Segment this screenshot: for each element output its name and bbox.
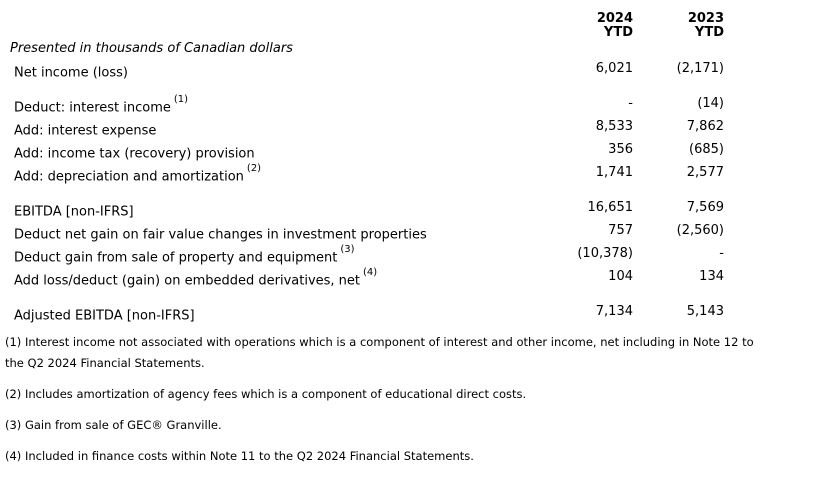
column-year: 2023	[687, 11, 724, 26]
footnote-4: (4) Included in finance costs within Not…	[5, 446, 833, 467]
value-2023: 7,862	[686, 119, 724, 134]
value-2023: (2,171)	[676, 61, 724, 76]
table-row-add-depreciation: Add: depreciation and amortization(2) 1,…	[0, 161, 833, 184]
value-2024: 16,651	[587, 200, 634, 215]
footnote-2: (2) Includes amortization of agency fees…	[5, 384, 833, 405]
row-label: Add loss/deduct (gain) on embedded deriv…	[14, 267, 378, 289]
row-label: Add: income tax (recovery) provision	[14, 146, 255, 162]
value-2023: 5,143	[686, 304, 724, 319]
value-2023: 134	[699, 269, 724, 284]
row-label: Deduct gain from sale of property and eq…	[14, 244, 355, 266]
table-row-deduct-fair-value-gain: Deduct net gain on fair value changes in…	[0, 219, 833, 242]
table-row-deduct-gain-sale-property: Deduct gain from sale of property and eq…	[0, 242, 833, 265]
column-period: YTD	[694, 25, 724, 40]
table-row-add-interest-expense: Add: interest expense 8,533 7,862	[0, 115, 833, 138]
footnote-1-line-1: (1) Interest income not associated with …	[5, 335, 754, 349]
table-row-net-income: Net income (loss) 6,021 (2,171)	[0, 57, 833, 80]
footnote-ref: (2)	[246, 163, 262, 174]
footnote-1: (1) Interest income not associated with …	[5, 332, 833, 374]
table-caption: Presented in thousands of Canadian dolla…	[10, 41, 293, 56]
footnote-1-line-2: the Q2 2024 Financial Statements.	[5, 356, 205, 370]
footnote-ref: (3)	[340, 244, 355, 255]
value-2023: 7,569	[686, 200, 724, 215]
table-row-adjusted-ebitda: Adjusted EBITDA [non-IFRS] 7,134 5,143	[0, 300, 833, 323]
row-label: Add: interest expense	[14, 123, 157, 139]
table-row-ebitda: EBITDA [non-IFRS] 16,651 7,569	[0, 196, 833, 219]
value-2024: -	[628, 96, 633, 111]
header-spacer	[14, 12, 500, 40]
row-label: Adjusted EBITDA [non-IFRS]	[14, 308, 195, 324]
footnote-ref: (4)	[363, 267, 378, 278]
footnote-4-line-1: (4) Included in finance costs within Not…	[5, 449, 474, 463]
row-label: EBITDA [non-IFRS]	[14, 204, 134, 220]
value-2024: 356	[608, 142, 633, 157]
financial-statement-page: 2024 YTD 2023 YTD Presented in thousands…	[0, 12, 833, 493]
value-2024: 7,134	[595, 304, 633, 319]
footnote-2-line-1: (2) Includes amortization of agency fees…	[5, 387, 527, 401]
column-period: YTD	[603, 25, 633, 40]
table-row-embedded-derivatives: Add loss/deduct (gain) on embedded deriv…	[0, 265, 833, 288]
footnotes-section: (1) Interest income not associated with …	[0, 332, 833, 467]
value-2024: 6,021	[595, 61, 633, 76]
value-2023: -	[719, 246, 724, 261]
value-2023: (685)	[689, 142, 724, 157]
value-2023: (14)	[697, 96, 724, 111]
value-2024: 104	[608, 269, 633, 284]
column-year: 2024	[596, 11, 633, 26]
row-label: Add: depreciation and amortization(2)	[14, 163, 262, 185]
value-2024: 757	[608, 223, 633, 238]
footnote-3: (3) Gain from sale of GEC® Granville.	[5, 415, 833, 436]
table-row-deduct-interest-income: Deduct: interest income(1) - (14)	[0, 92, 833, 115]
footnote-ref: (1)	[173, 94, 189, 105]
value-2023: (2,560)	[676, 223, 724, 238]
column-header-2024-ytd: 2024 YTD	[500, 12, 633, 40]
row-label: Deduct net gain on fair value changes in…	[14, 227, 427, 243]
row-label: Net income (loss)	[14, 65, 128, 81]
value-2024: 1,741	[595, 165, 633, 180]
footnote-3-line-1: (3) Gain from sale of GEC® Granville.	[5, 418, 222, 432]
value-2024: (10,378)	[577, 246, 633, 261]
table-row-add-income-tax: Add: income tax (recovery) provision 356…	[0, 138, 833, 161]
value-2024: 8,533	[595, 119, 633, 134]
table-header-row: 2024 YTD 2023 YTD	[0, 12, 833, 40]
column-header-2023-ytd: 2023 YTD	[633, 12, 724, 40]
row-label: Deduct: interest income(1)	[14, 94, 189, 116]
value-2023: 2,577	[686, 165, 724, 180]
